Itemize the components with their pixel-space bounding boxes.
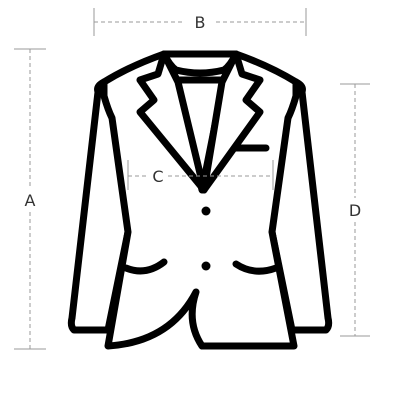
dimension-c-label: C bbox=[152, 167, 163, 186]
jacket-illustration bbox=[67, 50, 333, 350]
jacket-right-pocket bbox=[232, 260, 280, 275]
dimension-c: C bbox=[127, 160, 274, 190]
dimension-b-label: B bbox=[195, 13, 206, 32]
dimension-a-label: A bbox=[25, 191, 36, 210]
dimension-a: A bbox=[14, 48, 46, 350]
dimension-d: D bbox=[340, 83, 370, 337]
dimension-b: B bbox=[93, 8, 307, 36]
jacket-left-lapel bbox=[136, 50, 208, 194]
jacket-right-lapel bbox=[200, 50, 264, 194]
jacket-button-bottom bbox=[201, 261, 211, 271]
jacket-body bbox=[100, 50, 300, 350]
jacket-button-top bbox=[201, 206, 211, 216]
jacket-left-pocket bbox=[122, 258, 168, 275]
dimension-d-label: D bbox=[349, 201, 361, 220]
